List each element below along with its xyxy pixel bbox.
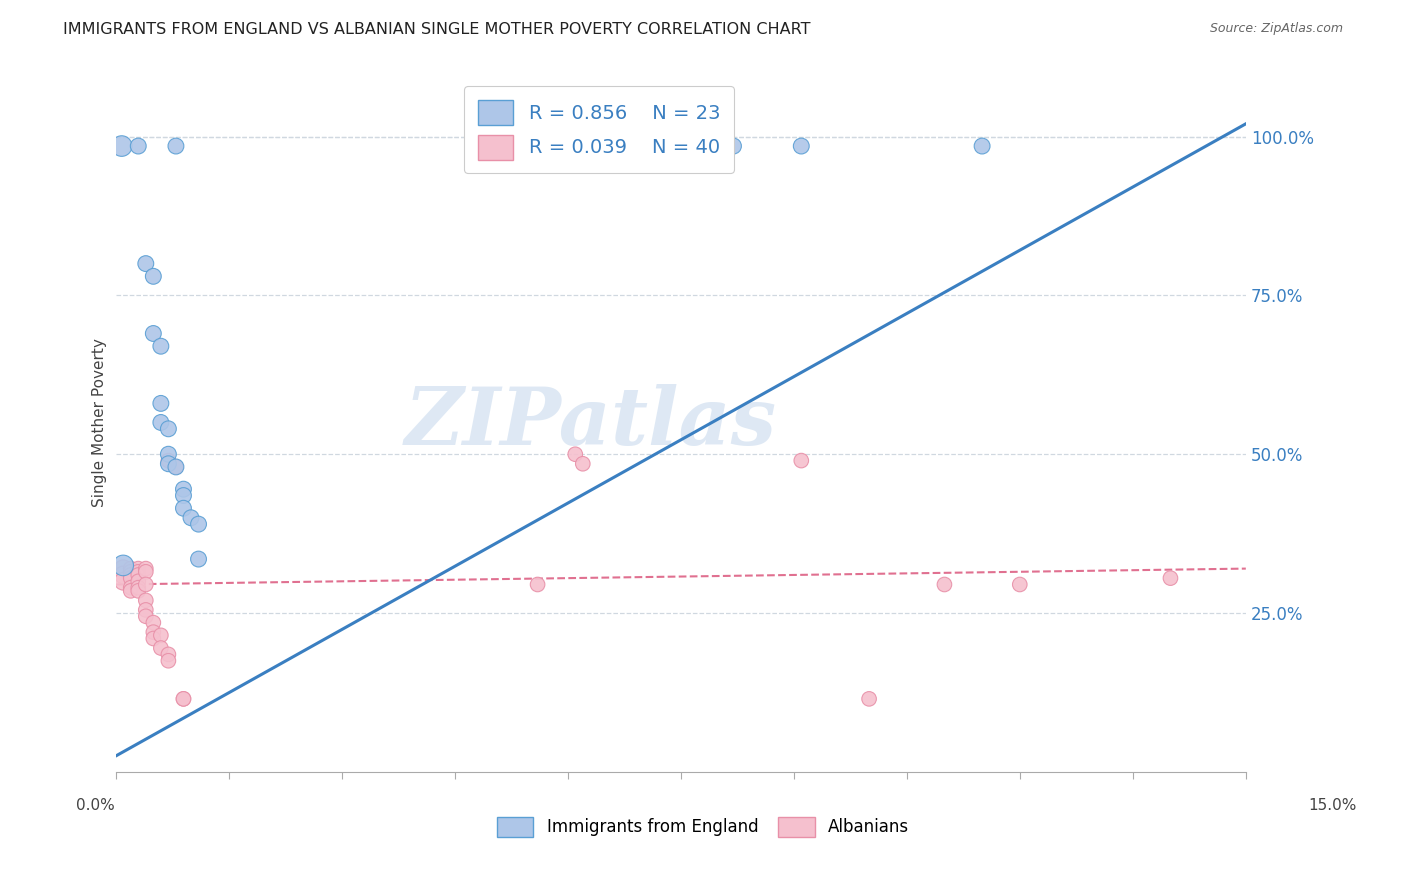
Point (165, 459, 187, 474)
Point (157, 654, 180, 668)
Point (142, 269, 165, 284)
Point (127, 139, 149, 153)
Text: 15.0%: 15.0% (1309, 798, 1357, 813)
Point (127, 583, 149, 598)
Point (1159, 571, 1181, 585)
Point (149, 339, 172, 353)
Point (157, 447, 180, 461)
Point (172, 501, 194, 516)
Text: IMMIGRANTS FROM ENGLAND VS ALBANIAN SINGLE MOTHER POVERTY CORRELATION CHART: IMMIGRANTS FROM ENGLAND VS ALBANIAN SING… (63, 22, 811, 37)
Point (120, 581, 142, 595)
Point (135, 257, 157, 271)
Point (172, 691, 194, 706)
Point (142, 615, 165, 630)
Point (142, 326, 165, 341)
Point (157, 648, 180, 662)
Text: ZIPatlas: ZIPatlas (405, 384, 776, 461)
Point (112, 568, 135, 582)
Point (149, 416, 172, 430)
Point (127, 574, 149, 589)
Point (858, 691, 880, 706)
Point (112, 558, 135, 573)
Point (112, 574, 135, 589)
Point (526, 577, 548, 591)
Point (135, 593, 157, 607)
Point (187, 552, 209, 566)
Point (120, 571, 142, 585)
Point (135, 565, 157, 579)
Point (790, 139, 813, 153)
Point (149, 640, 172, 655)
Point (723, 139, 745, 153)
Point (187, 517, 209, 532)
Point (127, 581, 149, 595)
Point (135, 561, 157, 575)
Point (135, 603, 157, 617)
Point (165, 459, 187, 474)
Y-axis label: Single Mother Poverty: Single Mother Poverty (93, 338, 107, 507)
Point (564, 447, 586, 461)
Point (149, 396, 172, 410)
Point (172, 691, 194, 706)
Point (934, 577, 956, 591)
Point (157, 422, 180, 436)
Point (149, 628, 172, 642)
Point (127, 561, 149, 575)
Point (120, 568, 142, 582)
Point (120, 561, 142, 575)
Point (127, 568, 149, 582)
Point (172, 489, 194, 503)
Point (120, 583, 142, 598)
Point (790, 453, 813, 467)
Legend: Immigrants from England, Albanians: Immigrants from England, Albanians (489, 810, 917, 844)
Point (127, 565, 149, 579)
Point (142, 632, 165, 646)
Point (135, 609, 157, 624)
Point (572, 457, 595, 471)
Point (157, 457, 180, 471)
Point (972, 139, 994, 153)
Point (157, 453, 180, 467)
Point (172, 482, 194, 496)
Text: Source: ZipAtlas.com: Source: ZipAtlas.com (1209, 22, 1343, 36)
Point (120, 565, 142, 579)
Point (1008, 577, 1031, 591)
Point (112, 561, 135, 575)
Point (135, 577, 157, 591)
Point (142, 625, 165, 640)
Legend: R = 0.856    N = 23, R = 0.039    N = 40: R = 0.856 N = 23, R = 0.039 N = 40 (464, 87, 734, 173)
Point (165, 139, 187, 153)
Point (180, 510, 202, 524)
Point (111, 139, 134, 153)
Text: 0.0%: 0.0% (76, 798, 115, 813)
